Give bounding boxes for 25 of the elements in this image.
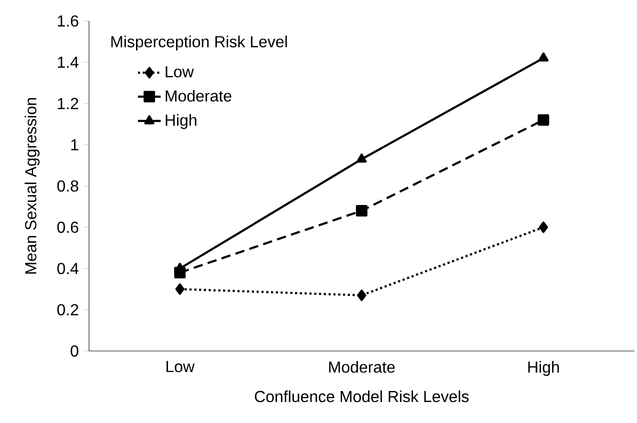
point xyxy=(357,290,366,302)
point xyxy=(538,52,549,62)
legend-label: Low xyxy=(166,66,194,78)
point xyxy=(175,283,184,295)
y-axis-title: Mean Sexual Aggression xyxy=(24,98,40,274)
y-tick-label: 1.6 xyxy=(58,15,78,27)
y-tick-label: 0.2 xyxy=(57,304,78,316)
x-axis-title: Confluence Model Risk Levels xyxy=(254,390,469,402)
point xyxy=(538,222,548,233)
y-tick-label: 0 xyxy=(70,345,78,357)
point xyxy=(538,114,550,126)
x-tick-label: Moderate xyxy=(329,361,395,373)
y-tick-label: 1 xyxy=(71,139,78,150)
point xyxy=(356,205,368,216)
legend-title: Misperception Risk Level xyxy=(111,36,287,51)
point xyxy=(356,153,367,163)
x-tick-label: High xyxy=(528,361,559,376)
y-tick-label: 0.8 xyxy=(57,180,78,192)
y-tick-label: 0.4 xyxy=(57,262,78,274)
legend-label: Moderate xyxy=(166,90,232,102)
y-tick-label: 1.4 xyxy=(58,56,78,68)
x-tick-label: Low xyxy=(166,361,195,372)
y-tick-label: 1.2 xyxy=(58,98,78,110)
y-tick-label: 0.6 xyxy=(57,222,78,233)
legend-label: High xyxy=(166,114,196,130)
